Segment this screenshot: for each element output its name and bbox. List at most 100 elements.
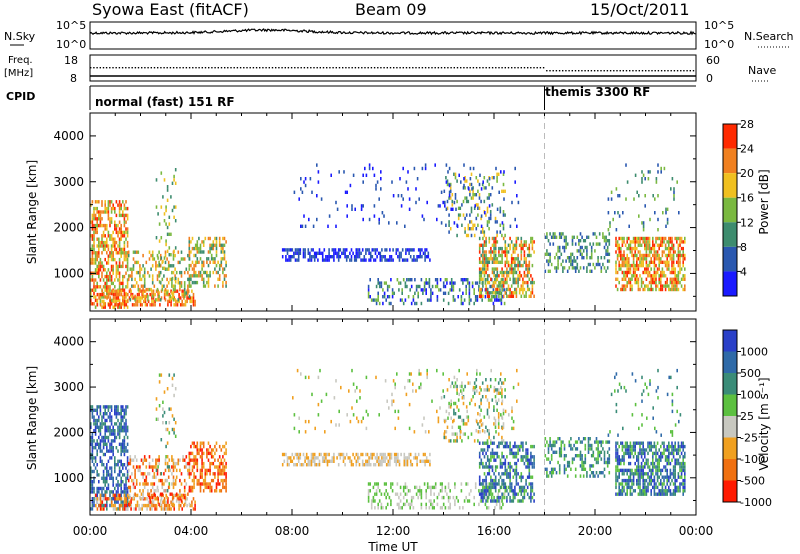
echo-cell	[414, 278, 416, 282]
echo-cell	[126, 285, 129, 289]
echo-cell	[406, 248, 409, 252]
echo-cell	[486, 223, 489, 227]
echo-cell	[480, 216, 482, 221]
echo-cell	[436, 295, 439, 299]
echo-cell	[448, 166, 451, 171]
echo-cell	[218, 482, 221, 486]
echo-cell	[296, 251, 298, 255]
echo-cell	[171, 492, 173, 496]
echo-cell	[429, 452, 431, 457]
echo-cell	[346, 204, 348, 208]
echo-cell	[656, 253, 659, 258]
echo-cell	[581, 252, 583, 256]
freq-dot	[609, 70, 612, 72]
echo-cell	[206, 257, 208, 261]
echo-cell	[518, 475, 521, 479]
echo-cell	[589, 262, 591, 267]
echo-cell	[514, 217, 516, 222]
echo-cell	[316, 217, 318, 222]
echo-cell	[220, 243, 223, 247]
echo-cell	[161, 284, 164, 288]
echo-cell	[190, 489, 192, 493]
echo-cell	[546, 235, 548, 239]
echo-cell	[302, 452, 305, 457]
echo-cell	[491, 176, 494, 180]
echo-cell	[672, 284, 675, 288]
colorbar-tick-label: 28	[740, 118, 754, 131]
echo-cell	[506, 253, 508, 258]
echo-cell	[623, 270, 625, 275]
echo-cell	[181, 289, 183, 293]
echo-cell	[313, 452, 316, 457]
echo-cell	[425, 288, 427, 292]
echo-cell	[480, 458, 483, 462]
echo-cell	[420, 495, 423, 500]
echo-cell	[165, 503, 167, 508]
echo-cell	[523, 274, 526, 278]
echo-cell	[677, 280, 680, 285]
echo-cell	[504, 465, 507, 469]
echo-cell	[118, 483, 121, 487]
echo-cell	[183, 294, 186, 299]
echo-cell	[173, 215, 175, 219]
echo-cell	[363, 255, 366, 259]
echo-cell	[618, 236, 620, 241]
echo-cell	[664, 284, 667, 288]
echo-cell	[664, 287, 667, 292]
echo-cell	[391, 482, 394, 486]
echo-cell	[170, 253, 172, 257]
echo-cell	[488, 429, 490, 433]
echo-cell	[488, 461, 491, 466]
echo-cell	[514, 180, 516, 184]
echo-cell	[222, 468, 224, 473]
echo-cell	[639, 236, 641, 241]
echo-cell	[520, 257, 523, 261]
echo-cell	[188, 284, 191, 288]
echo-cell	[515, 472, 518, 476]
echo-cell	[491, 284, 494, 288]
echo-cell	[194, 243, 197, 247]
freq-dot	[357, 67, 360, 69]
echo-cell	[93, 497, 95, 501]
echo-cell	[423, 284, 426, 289]
echo-cell	[514, 468, 516, 473]
echo-cell	[109, 220, 111, 224]
echo-cell	[493, 260, 495, 264]
echo-cell	[510, 260, 513, 264]
echo-cell	[122, 480, 124, 484]
echo-cell	[671, 267, 673, 271]
echo-cell	[174, 181, 177, 185]
echo-cell	[199, 489, 202, 493]
echo-cell	[679, 267, 681, 271]
echo-cell	[181, 292, 183, 297]
echo-cell	[217, 284, 219, 288]
echo-cell	[396, 502, 399, 507]
echo-cell	[631, 263, 633, 268]
echo-cell	[98, 490, 100, 494]
freq-dot	[638, 70, 640, 72]
echo-cell	[181, 493, 183, 498]
echo-cell	[387, 459, 390, 463]
echo-cell	[304, 224, 307, 228]
freq-dot	[402, 67, 404, 69]
echo-cell	[104, 493, 107, 498]
echo-cell	[106, 446, 108, 450]
echo-cell	[467, 381, 470, 385]
echo-cell	[126, 425, 129, 429]
echo-cell	[682, 260, 684, 264]
echo-cell	[448, 412, 450, 416]
echo-cell	[91, 274, 94, 279]
echo-cell	[185, 267, 188, 271]
echo-cell	[225, 240, 227, 244]
echo-cell	[680, 267, 683, 271]
echo-cell	[514, 485, 516, 490]
echo-cell	[454, 499, 456, 503]
echo-cell	[225, 260, 227, 264]
echo-cell	[488, 472, 491, 476]
echo-cell	[129, 495, 132, 500]
echo-cell	[166, 291, 168, 295]
echo-cell	[163, 489, 165, 493]
echo-cell	[94, 295, 97, 299]
velocity-data	[90, 319, 686, 515]
